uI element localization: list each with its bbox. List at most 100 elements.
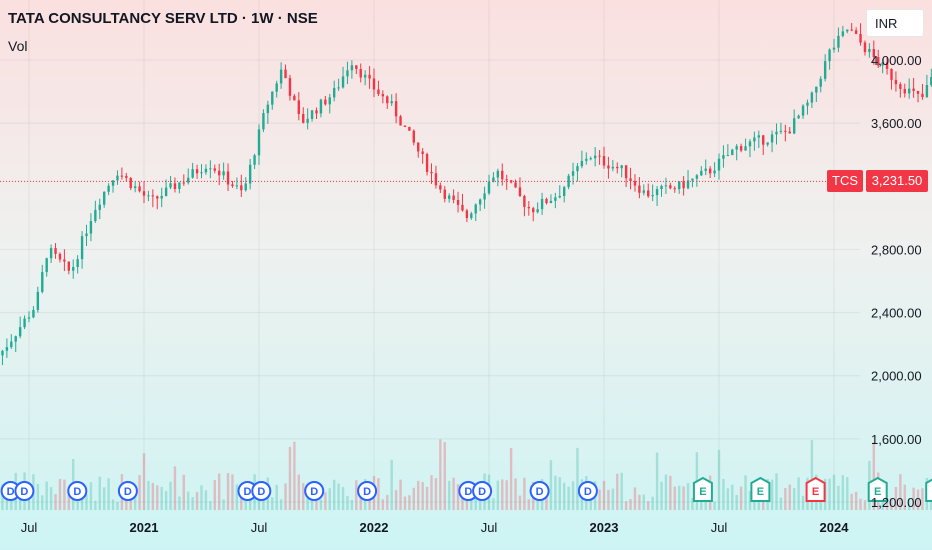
candle-body <box>138 186 141 192</box>
volume-bar <box>368 495 371 510</box>
volume-bar <box>713 501 716 510</box>
earnings-marker[interactable]: E <box>867 476 888 502</box>
volume-bar <box>346 495 349 510</box>
volume-bar <box>164 490 168 510</box>
candle-body <box>731 149 734 156</box>
candle-body <box>620 165 623 169</box>
event-letter: E <box>757 486 764 498</box>
candle-body <box>890 68 893 80</box>
dividend-marker[interactable]: D <box>357 481 378 501</box>
volume-bar <box>293 441 296 510</box>
candle-body <box>474 204 477 214</box>
candle-body <box>209 168 212 170</box>
earnings-marker[interactable]: E <box>750 476 771 502</box>
candle-body <box>828 49 831 62</box>
candle-body <box>651 195 654 197</box>
candle-body <box>792 118 796 134</box>
volume-bar <box>195 492 199 510</box>
event-letter: D <box>244 486 252 498</box>
price-axis[interactable]: 4,000.00 3,600.00 2,800.00 2,400.00 2,000.00… <box>871 53 922 510</box>
volume-bar <box>138 475 141 510</box>
candle-body <box>456 200 460 205</box>
candle-body <box>328 97 331 105</box>
volume-bar <box>854 491 858 510</box>
candle-body <box>58 253 62 260</box>
volume-bar <box>846 477 849 510</box>
volume-bar <box>669 475 672 510</box>
volume-bar <box>284 483 287 510</box>
time-axis[interactable]: Jul2021Jul2022Jul2023Jul2024Jul2025Jul20… <box>21 520 932 535</box>
currency-selector[interactable]: INR <box>866 9 924 37</box>
volume-bar <box>45 481 48 510</box>
volume-bar <box>63 479 66 510</box>
candle-body <box>447 195 451 199</box>
candle-body <box>187 177 190 183</box>
candle-body <box>63 259 66 262</box>
dividend-marker[interactable]: D <box>117 481 138 501</box>
candle-body <box>916 90 920 94</box>
volume-bar <box>430 475 433 510</box>
volume-bar <box>439 439 442 510</box>
volume-bar <box>536 492 539 510</box>
candle-body <box>492 177 495 182</box>
candle-body <box>611 166 615 169</box>
earnings-marker[interactable]: E <box>925 478 932 502</box>
candle-body <box>562 187 566 196</box>
volume-bar <box>673 486 676 510</box>
dividend-marker[interactable]: D <box>251 481 272 501</box>
candle-body <box>585 158 588 161</box>
candle-body <box>788 131 791 134</box>
candle-body <box>111 180 115 186</box>
volume-bar <box>677 485 681 510</box>
candle-body <box>589 158 592 160</box>
volume-bar <box>452 477 455 510</box>
candle-body <box>673 188 676 190</box>
volume-label: Vol <box>8 38 28 54</box>
volume-bar <box>151 482 155 510</box>
candle-body <box>655 189 659 196</box>
candle-body <box>363 74 367 78</box>
candle-body <box>195 169 199 174</box>
candle-body <box>434 173 438 186</box>
candle-body <box>664 185 668 187</box>
time-tick-label: Jul <box>21 520 38 535</box>
event-letter: D <box>124 486 132 498</box>
volume-bar <box>567 486 570 510</box>
volume-bar <box>279 499 283 510</box>
volume-bar <box>262 494 265 510</box>
volume-bar <box>421 482 424 510</box>
candle-body <box>253 155 256 165</box>
dividend-marker[interactable]: D <box>472 481 493 501</box>
candle-body <box>779 130 783 132</box>
candle-body <box>837 35 840 48</box>
earnings-marker[interactable]: E <box>692 476 713 502</box>
candle-body <box>217 170 221 176</box>
dividend-marker[interactable]: D <box>14 481 35 501</box>
candle-body <box>532 208 535 213</box>
volume-bar <box>576 447 579 510</box>
candle-body <box>89 221 93 234</box>
volume-bar <box>602 480 606 510</box>
candle-body <box>823 61 827 79</box>
volume-bar <box>872 442 876 510</box>
candle-body <box>222 171 225 176</box>
volume-bar <box>735 494 738 510</box>
candle-body <box>841 31 845 36</box>
volume-bar <box>390 459 393 510</box>
candle-body <box>102 191 106 205</box>
earnings-marker[interactable]: E <box>805 476 826 502</box>
volume-bar <box>616 473 619 510</box>
dividend-marker[interactable]: D <box>304 481 325 501</box>
dividend-marker[interactable]: D <box>529 481 550 501</box>
candle-body <box>819 78 822 87</box>
last-price-tag: 3,231.50 <box>866 170 928 192</box>
dividend-circle <box>577 481 598 501</box>
volume-bar <box>518 495 522 510</box>
candle-body <box>523 196 526 207</box>
candle-body <box>912 88 915 91</box>
candle-body <box>116 175 119 181</box>
dividend-marker[interactable]: D <box>67 481 88 501</box>
dividend-marker[interactable]: D <box>577 481 598 501</box>
volume-bar <box>753 494 756 510</box>
